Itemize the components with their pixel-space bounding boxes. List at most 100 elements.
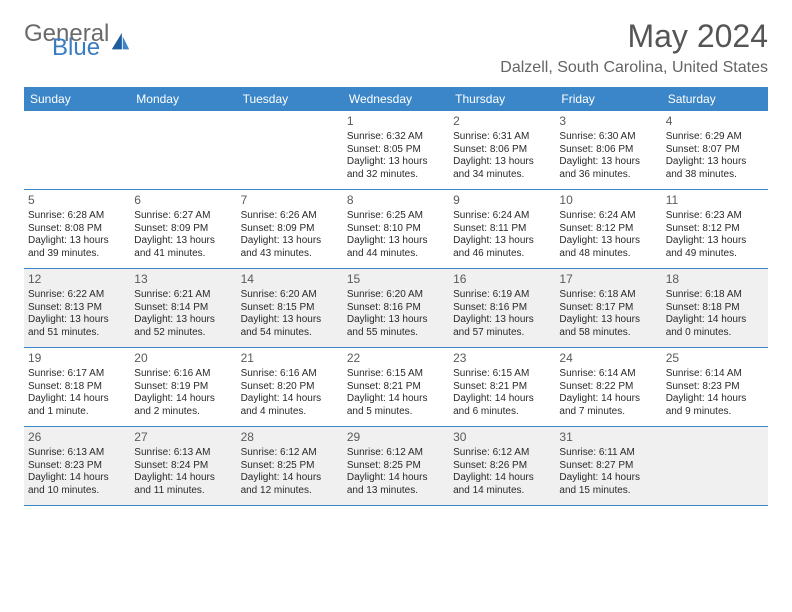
day-detail: Daylight: 13 hours [559,235,657,248]
day-detail: and 36 minutes. [559,169,657,182]
day-detail: Sunrise: 6:13 AM [134,447,232,460]
day-cell: 7Sunrise: 6:26 AMSunset: 8:09 PMDaylight… [237,190,343,268]
day-detail: Sunrise: 6:16 AM [241,368,339,381]
day-cell: 30Sunrise: 6:12 AMSunset: 8:26 PMDayligh… [449,427,555,505]
day-cell: 27Sunrise: 6:13 AMSunset: 8:24 PMDayligh… [130,427,236,505]
day-cell: 3Sunrise: 6:30 AMSunset: 8:06 PMDaylight… [555,111,661,189]
day-cell: 29Sunrise: 6:12 AMSunset: 8:25 PMDayligh… [343,427,449,505]
day-detail: Daylight: 14 hours [241,472,339,485]
day-detail: Daylight: 13 hours [241,235,339,248]
day-number: 10 [559,193,657,208]
day-detail: Daylight: 14 hours [666,393,764,406]
day-detail: Sunset: 8:16 PM [453,302,551,315]
day-number: 20 [134,351,232,366]
day-detail: Sunset: 8:05 PM [347,144,445,157]
day-cell: 17Sunrise: 6:18 AMSunset: 8:17 PMDayligh… [555,269,661,347]
day-detail: and 39 minutes. [28,248,126,261]
day-detail: Sunrise: 6:31 AM [453,131,551,144]
day-detail: Sunset: 8:18 PM [666,302,764,315]
day-detail: Sunrise: 6:26 AM [241,210,339,223]
day-detail: Sunrise: 6:21 AM [134,289,232,302]
day-detail: and 48 minutes. [559,248,657,261]
day-cell: 15Sunrise: 6:20 AMSunset: 8:16 PMDayligh… [343,269,449,347]
day-number: 19 [28,351,126,366]
day-cell: 8Sunrise: 6:25 AMSunset: 8:10 PMDaylight… [343,190,449,268]
day-detail: Daylight: 13 hours [241,314,339,327]
day-detail: Daylight: 14 hours [28,393,126,406]
day-cell: 21Sunrise: 6:16 AMSunset: 8:20 PMDayligh… [237,348,343,426]
day-detail: Sunset: 8:26 PM [453,460,551,473]
day-detail: Sunrise: 6:17 AM [28,368,126,381]
day-detail: Daylight: 13 hours [347,235,445,248]
day-number: 13 [134,272,232,287]
day-detail: Sunset: 8:23 PM [666,381,764,394]
day-detail: Sunrise: 6:23 AM [666,210,764,223]
day-detail: Sunrise: 6:29 AM [666,131,764,144]
brand-logo: General Blue [24,24,131,59]
day-number: 9 [453,193,551,208]
day-detail: and 32 minutes. [347,169,445,182]
day-detail: Sunrise: 6:24 AM [559,210,657,223]
day-header: Tuesday [237,87,343,111]
day-detail: and 0 minutes. [666,327,764,340]
day-detail: Sunrise: 6:20 AM [347,289,445,302]
day-detail: Sunset: 8:15 PM [241,302,339,315]
week-row: 5Sunrise: 6:28 AMSunset: 8:08 PMDaylight… [24,190,768,269]
day-cell [662,427,768,505]
day-detail: Sunset: 8:22 PM [559,381,657,394]
day-number: 8 [347,193,445,208]
day-detail: Daylight: 13 hours [347,314,445,327]
sail-icon [109,31,131,53]
day-cell: 5Sunrise: 6:28 AMSunset: 8:08 PMDaylight… [24,190,130,268]
day-detail: Sunset: 8:07 PM [666,144,764,157]
day-detail: Daylight: 13 hours [453,235,551,248]
header: General Blue May 2024 Dalzell, South Car… [24,18,768,77]
day-header: Monday [130,87,236,111]
day-detail: Sunrise: 6:30 AM [559,131,657,144]
day-detail: Sunset: 8:09 PM [241,223,339,236]
day-detail: Sunset: 8:06 PM [559,144,657,157]
day-detail: Daylight: 13 hours [666,235,764,248]
day-number: 29 [347,430,445,445]
day-detail: and 43 minutes. [241,248,339,261]
day-detail: and 13 minutes. [347,485,445,498]
day-detail: Sunset: 8:25 PM [347,460,445,473]
day-number: 31 [559,430,657,445]
day-detail: Daylight: 13 hours [559,156,657,169]
day-number: 15 [347,272,445,287]
day-detail: and 4 minutes. [241,406,339,419]
day-detail: Daylight: 14 hours [134,472,232,485]
day-number: 12 [28,272,126,287]
day-detail: Daylight: 13 hours [134,314,232,327]
day-detail: Daylight: 13 hours [28,235,126,248]
day-detail: Sunset: 8:06 PM [453,144,551,157]
day-header: Friday [555,87,661,111]
day-cell [130,111,236,189]
day-detail: Sunset: 8:23 PM [28,460,126,473]
day-detail: Sunrise: 6:11 AM [559,447,657,460]
day-cell: 25 Sunrise: 6:14 AMSunset: 8:23 PMDayligh… [662,348,768,426]
day-detail: and 58 minutes. [559,327,657,340]
day-detail: Sunrise: 6:14 AM [666,368,764,381]
day-detail: and 44 minutes. [347,248,445,261]
day-detail: and 55 minutes. [347,327,445,340]
month-title: May 2024 [500,18,768,55]
day-cell: 12Sunrise: 6:22 AMSunset: 8:13 PMDayligh… [24,269,130,347]
day-detail: Daylight: 14 hours [453,393,551,406]
day-cell: 6Sunrise: 6:27 AMSunset: 8:09 PMDaylight… [130,190,236,268]
day-cell: 10Sunrise: 6:24 AMSunset: 8:12 PMDayligh… [555,190,661,268]
day-detail: Sunset: 8:20 PM [241,381,339,394]
day-detail: Sunrise: 6:28 AM [28,210,126,223]
day-detail: Sunset: 8:17 PM [559,302,657,315]
day-number: 2 [453,114,551,129]
day-detail: Sunrise: 6:12 AM [453,447,551,460]
day-detail: Daylight: 14 hours [28,472,126,485]
day-detail: Sunset: 8:19 PM [134,381,232,394]
day-detail: and 46 minutes. [453,248,551,261]
day-number: 25 [666,351,764,366]
day-detail: Sunset: 8:10 PM [347,223,445,236]
day-detail: Sunrise: 6:20 AM [241,289,339,302]
day-detail: and 57 minutes. [453,327,551,340]
day-cell: 1Sunrise: 6:32 AMSunset: 8:05 PMDaylight… [343,111,449,189]
day-detail: Sunrise: 6:18 AM [666,289,764,302]
